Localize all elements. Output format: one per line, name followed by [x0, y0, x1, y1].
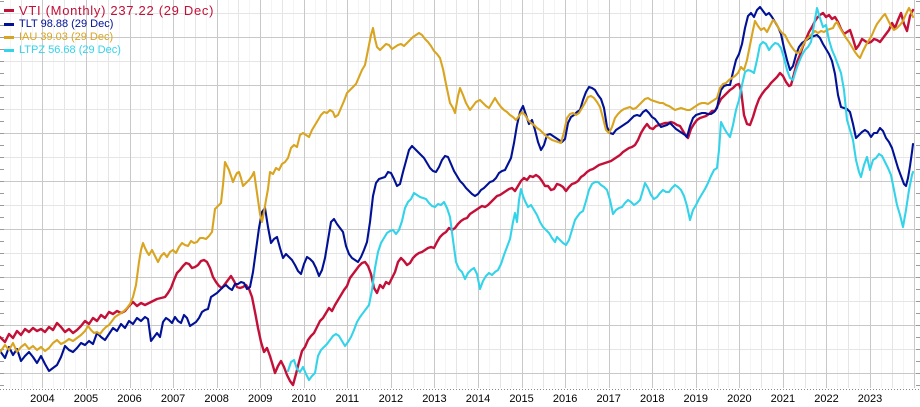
chart-legend: VTI (Monthly) 237.22 (29 Dec) TLT 98.88 … — [4, 3, 214, 57]
series-color-dash — [4, 36, 14, 39]
series-line-tlt — [0, 5, 915, 373]
series-color-dash — [4, 9, 14, 12]
legend-item-vti: VTI (Monthly) 237.22 (29 Dec) — [4, 3, 214, 18]
x-axis-label: 2018 — [640, 393, 664, 405]
x-axis-label: 2007 — [161, 393, 185, 405]
x-axis-label: 2021 — [771, 393, 795, 405]
x-axis-label: 2015 — [509, 393, 533, 405]
x-axis-label: 2009 — [248, 393, 272, 405]
series-line-ltpz — [286, 6, 915, 382]
x-axis-label: 2010 — [292, 393, 316, 405]
legend-label-tlt: TLT 98.88 (29 Dec) — [19, 18, 114, 30]
x-axis-label: 2014 — [466, 393, 490, 405]
x-axis-label: 2006 — [117, 393, 141, 405]
series-color-dash — [4, 23, 14, 26]
x-axis-label: 2008 — [204, 393, 228, 405]
legend-label-vti: VTI (Monthly) 237.22 (29 Dec) — [19, 3, 215, 18]
x-axis-label: 2013 — [422, 393, 446, 405]
series-line-vti — [0, 8, 915, 387]
legend-item-tlt: TLT 98.88 (29 Dec) — [4, 18, 214, 31]
legend-label-iau: IAU 39.03 (29 Dec) — [19, 31, 114, 43]
x-axis-label: 2005 — [74, 393, 98, 405]
series-color-dash — [4, 49, 14, 52]
x-axis-label: 2023 — [858, 393, 882, 405]
legend-item-iau: IAU 39.03 (29 Dec) — [4, 31, 214, 44]
legend-label-ltpz: LTPZ 56.68 (29 Dec) — [19, 44, 121, 56]
x-axis-label: 2022 — [814, 393, 838, 405]
x-axis-label: 2004 — [30, 393, 54, 405]
x-axis-label: 2016 — [553, 393, 577, 405]
x-axis-label: 2020 — [727, 393, 751, 405]
x-axis-label: 2011 — [335, 393, 359, 405]
legend-item-ltpz: LTPZ 56.68 (29 Dec) — [4, 44, 214, 57]
x-axis-label: 2012 — [379, 393, 403, 405]
x-axis-label: 2019 — [684, 393, 708, 405]
series-line-iau — [0, 6, 915, 354]
x-axis-label: 2017 — [596, 393, 620, 405]
